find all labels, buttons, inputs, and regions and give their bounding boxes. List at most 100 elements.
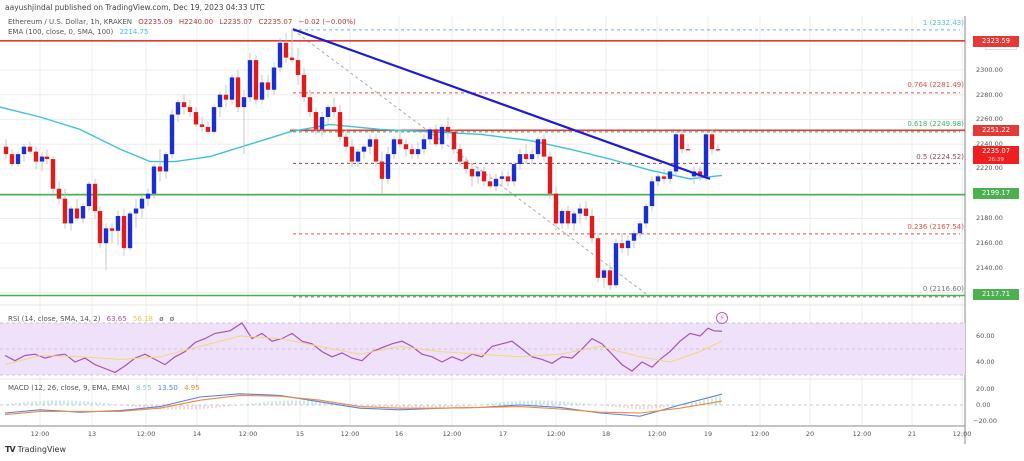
time-axis-label: 12:00 (30, 430, 50, 438)
rsi-value: 63.65 (106, 315, 127, 323)
last-price-tag: 2235.07 (973, 146, 1019, 156)
candle-body (133, 208, 139, 214)
macd-axis-label: 0.00 (976, 401, 991, 409)
candle-body (109, 228, 115, 231)
time-axis-label: 12:00 (546, 430, 566, 438)
chart-canvas[interactable] (0, 16, 1024, 444)
candle-body (331, 107, 337, 113)
candle-body (379, 161, 385, 179)
candle-body (559, 211, 565, 224)
candle-body (631, 233, 637, 241)
candle-body (15, 154, 21, 165)
candle-body (80, 206, 86, 219)
chart-frame[interactable]: Ethereum / U.S. Dollar, 1h, KRAKEN O2235… (0, 16, 1024, 444)
rsi-label: RSI (14, close, SMA, 14, 2) (8, 315, 101, 323)
candle-body (529, 154, 535, 160)
candle-body (301, 74, 307, 98)
price-axis-label: 2280.00 (976, 91, 1003, 99)
time-axis-label: 12:00 (647, 430, 667, 438)
candle-body (391, 139, 397, 155)
candle-body (493, 178, 499, 187)
price-axis-label: 2240.00 (976, 140, 1003, 148)
candle-body (62, 198, 68, 224)
macd-legend: MACD (12, 26, close, 9, EMA, EMA) 8.55 1… (8, 384, 204, 392)
candle-body (115, 215, 121, 231)
candle-body (607, 270, 613, 286)
candle-body (27, 146, 33, 152)
candle-body (655, 176, 661, 182)
candle-body (277, 42, 283, 68)
candle-body (349, 146, 355, 162)
candle-body (68, 208, 74, 224)
candle-body (589, 215, 595, 239)
support-price-tag: 2117.71 (973, 289, 1019, 300)
price-axis-label: 2180.00 (976, 214, 1003, 222)
candle-body (97, 211, 103, 244)
symbol-title: Ethereum / U.S. Dollar, 1h, KRAKEN (8, 18, 132, 26)
candle-body (223, 94, 229, 100)
candle-body (307, 97, 313, 113)
time-axis-label: 12:00 (750, 430, 770, 438)
candle-body (241, 97, 247, 108)
candle-body (361, 146, 367, 152)
macd-axis-label: 20.00 (976, 385, 995, 393)
resistance-price-tag: 2323.59 (973, 36, 1019, 47)
candle-body (637, 223, 643, 234)
candle-body (415, 149, 421, 155)
candle-body (619, 243, 625, 249)
resistance-price-tag: 2251.22 (973, 125, 1019, 136)
candle-body (577, 208, 583, 214)
time-axis-label: 13 (87, 430, 97, 438)
candle-body (44, 156, 50, 160)
candle-body (121, 215, 127, 249)
support-price-tag: 2199.17 (973, 188, 1019, 199)
candle-body (613, 243, 619, 286)
candle-body (271, 67, 277, 90)
candle-body (439, 126, 445, 145)
macd-signal-line (4, 394, 723, 416)
time-axis-label: 12:00 (442, 430, 462, 438)
lightning-alert-icon[interactable]: ⚡ (716, 312, 728, 324)
candle-body (289, 57, 295, 61)
candle-body (715, 149, 721, 151)
candle-body (337, 112, 343, 137)
candle-body (457, 149, 463, 162)
candle-body (86, 183, 92, 207)
candle-body (235, 77, 241, 108)
candle-body (625, 240, 631, 249)
candle-body (319, 117, 325, 130)
candle-body (499, 176, 505, 179)
candle-body (265, 82, 271, 90)
ema-label: EMA (100, close, 0, SMA, 100) (8, 28, 114, 36)
candle-body (421, 139, 427, 150)
candle-body (649, 181, 655, 207)
fib-label-0764: 0.764 (2281.49) (907, 81, 964, 89)
rsi-extra-2: ø (169, 315, 175, 323)
fib-label-0236: 0.236 (2167.54) (907, 223, 964, 231)
candle-body (703, 134, 709, 177)
candle-body (427, 129, 433, 140)
candle-body (92, 183, 98, 212)
tradingview-logo[interactable]: TV TradingView (5, 445, 66, 454)
candle-body (205, 126, 211, 132)
candle-body (445, 126, 451, 132)
candle-body (151, 166, 157, 194)
candle-body (511, 164, 517, 182)
countdown-tag: 26:39 (973, 156, 1019, 164)
candle-body (517, 154, 523, 165)
time-axis-label: 15 (295, 430, 305, 438)
candle-body (541, 139, 547, 157)
candle-body (3, 146, 9, 155)
candle-body (103, 228, 109, 244)
candle-body (481, 171, 487, 182)
candle-body (193, 112, 199, 125)
ohlc-change: −0.02 (−0.00%) (298, 18, 356, 26)
macd-value: 13.50 (157, 384, 178, 392)
rsi-sma-value: 56.18 (132, 315, 153, 323)
time-axis-label: 12:00 (952, 430, 972, 438)
time-axis-label: 14 (192, 430, 202, 438)
time-axis-label: 21 (907, 430, 917, 438)
time-axis-label: 18 (601, 430, 611, 438)
candle-body (583, 208, 589, 216)
candle-body (181, 102, 187, 108)
